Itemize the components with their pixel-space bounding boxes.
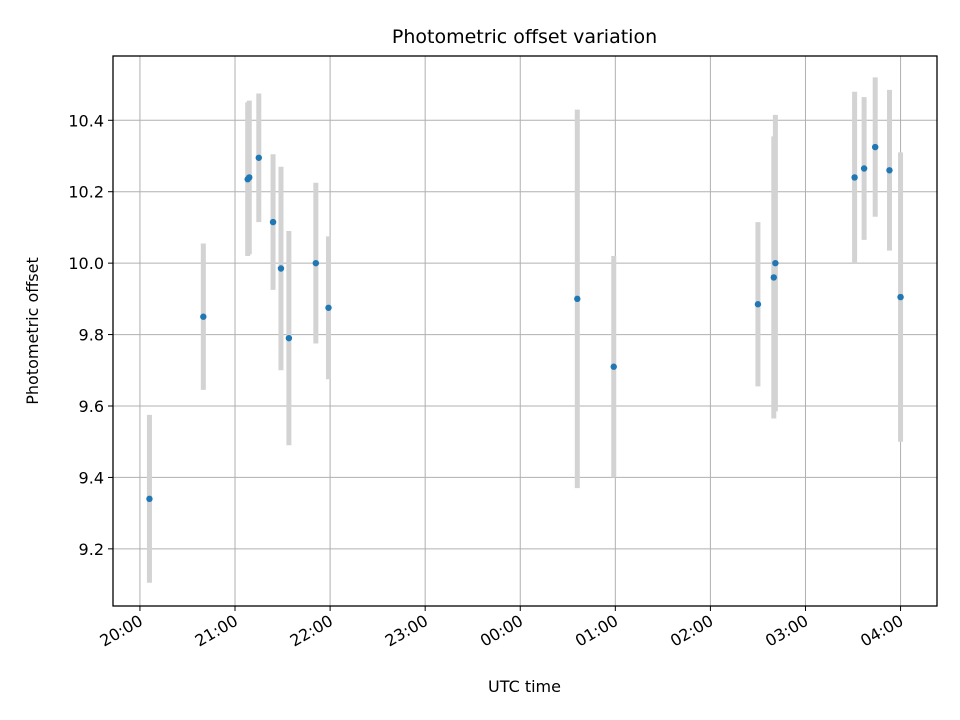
data-point	[772, 259, 779, 267]
y-tick-label: 9.4	[79, 468, 104, 487]
y-axis-label: Photometric offset	[23, 257, 42, 405]
data-point	[312, 259, 320, 267]
data-point	[886, 167, 893, 174]
data-point	[285, 334, 293, 342]
plot-area-frame	[112, 55, 938, 607]
x-axis: 20:00 21:00 22:00 23:00 00:00 01:00 02:00 03:00…	[97, 606, 907, 651]
x-tick-label: 01:00	[572, 611, 621, 651]
data-point	[897, 293, 904, 301]
error-bars	[146, 77, 904, 583]
data-point	[325, 304, 332, 311]
data-point	[277, 265, 285, 272]
data-points	[146, 143, 904, 503]
y-tick-label: 10.2	[68, 183, 104, 202]
x-tick-label: 22:00	[287, 611, 336, 651]
x-tick-label: 02:00	[667, 611, 716, 651]
data-point	[770, 274, 777, 281]
data-point	[754, 301, 762, 308]
y-axis: 9.2 9.4 9.6 9.8 10.0 10.2 10.4	[68, 111, 113, 559]
data-point	[146, 495, 153, 503]
y-tick-label: 9.8	[79, 326, 104, 345]
y-tick-label: 9.2	[79, 540, 104, 559]
data-point	[200, 313, 207, 320]
data-point	[860, 165, 868, 172]
x-tick-label: 00:00	[477, 611, 526, 651]
data-point	[255, 154, 262, 161]
grid	[113, 56, 937, 606]
y-tick-label: 10.4	[68, 111, 104, 130]
x-tick-label: 21:00	[192, 611, 241, 651]
y-tick-label: 10.0	[68, 254, 104, 273]
x-axis-label: UTC time	[488, 677, 561, 696]
data-point	[851, 174, 858, 181]
data-point	[269, 218, 277, 226]
chart-title: Photometric offset variation	[392, 26, 657, 48]
data-point	[246, 174, 253, 181]
x-tick-label: 03:00	[762, 611, 811, 651]
data-point	[574, 295, 581, 303]
x-tick-label: 23:00	[382, 611, 431, 651]
y-tick-label: 9.6	[79, 397, 104, 416]
x-tick-label: 04:00	[857, 611, 906, 651]
data-point	[872, 143, 879, 151]
x-tick-label: 20:00	[97, 611, 146, 651]
data-point	[610, 363, 617, 370]
